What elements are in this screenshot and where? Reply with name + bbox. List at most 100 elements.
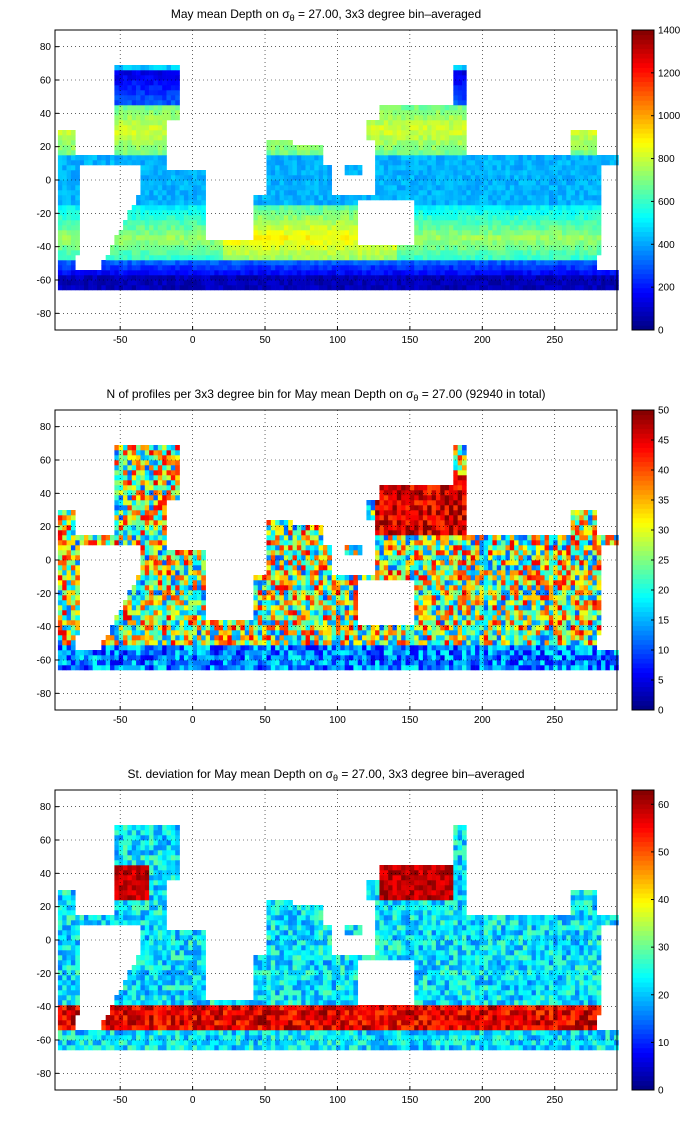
heatmap-cell <box>140 525 146 531</box>
heatmap-cell <box>527 275 532 281</box>
heatmap-cell <box>170 255 176 261</box>
colorbar-step <box>632 90 654 97</box>
heatmap-cell <box>283 275 289 281</box>
heatmap-cell <box>318 235 324 241</box>
heatmap-cell <box>162 155 167 161</box>
heatmap-cell <box>327 635 332 641</box>
heatmap-cell <box>296 150 302 156</box>
heatmap-cell <box>309 225 315 231</box>
heatmap-cell <box>153 90 159 96</box>
heatmap-cell <box>275 185 280 191</box>
heatmap-cell <box>544 260 550 266</box>
heatmap-cell <box>331 625 337 631</box>
heatmap-cell <box>192 660 198 666</box>
heatmap-cell <box>501 260 506 266</box>
heatmap-cell <box>157 550 163 556</box>
heatmap-cell <box>175 475 180 481</box>
heatmap-cell <box>548 230 554 236</box>
heatmap-cell <box>114 510 120 516</box>
heatmap-cell <box>535 245 541 251</box>
heatmap-cell <box>457 90 463 96</box>
heatmap-cell <box>127 480 133 486</box>
heatmap-cell <box>349 205 354 211</box>
heatmap-cell <box>488 225 493 231</box>
heatmap-cell <box>240 645 246 651</box>
heatmap-cell <box>483 200 489 206</box>
heatmap-cell <box>353 265 359 271</box>
heatmap-cell <box>118 650 124 656</box>
heatmap-cell <box>266 575 272 581</box>
heatmap-cell <box>140 140 146 146</box>
heatmap-cell <box>166 475 172 481</box>
colorbar-step <box>632 184 654 190</box>
heatmap-cell <box>462 270 467 276</box>
heatmap-cell <box>209 240 215 246</box>
heatmap-cell <box>453 250 458 256</box>
heatmap-cell <box>401 175 406 181</box>
heatmap-cell <box>422 240 428 246</box>
heatmap-cell <box>162 105 167 111</box>
heatmap-cell <box>614 285 619 291</box>
heatmap-cell <box>466 245 472 251</box>
heatmap-cell <box>279 235 285 241</box>
heatmap-cell <box>231 665 237 671</box>
heatmap-cell <box>136 120 141 126</box>
heatmap-cell <box>318 565 324 571</box>
heatmap-cell <box>223 665 228 671</box>
heatmap-cell <box>266 595 272 601</box>
heatmap-cell <box>418 140 424 146</box>
colorbar-step <box>632 119 654 125</box>
heatmap-cell <box>540 255 545 261</box>
heatmap-cell <box>392 165 398 171</box>
heatmap-cell <box>453 65 458 71</box>
heatmap-cell <box>288 245 293 251</box>
heatmap-cell <box>166 115 172 121</box>
heatmap-cell <box>288 260 293 266</box>
heatmap-cell <box>514 260 519 266</box>
heatmap-cell <box>296 205 302 211</box>
heatmap-cell <box>131 285 137 291</box>
heatmap-cell <box>136 615 141 621</box>
heatmap-cell <box>70 540 76 546</box>
heatmap-cell <box>114 75 120 81</box>
heatmap-cell <box>196 180 202 186</box>
heatmap-cell <box>201 210 206 216</box>
heatmap-cell <box>162 100 167 106</box>
heatmap-cell <box>162 615 167 621</box>
heatmap-cell <box>57 215 63 221</box>
heatmap-cell <box>227 250 233 256</box>
heatmap-cell <box>101 650 106 656</box>
heatmap-cell <box>114 455 120 461</box>
heatmap-cell <box>196 235 202 241</box>
heatmap-cell <box>140 515 146 521</box>
heatmap-cell <box>453 110 458 116</box>
heatmap-cell <box>153 155 159 161</box>
heatmap-cell <box>144 85 150 91</box>
heatmap-cell <box>440 115 445 121</box>
heatmap-cell <box>153 235 159 241</box>
heatmap-cell <box>131 635 137 641</box>
heatmap-cell <box>70 525 76 531</box>
heatmap-cell <box>70 270 76 276</box>
heatmap-cell <box>401 180 406 186</box>
heatmap-cell <box>266 265 272 271</box>
heatmap-cell <box>418 185 424 191</box>
heatmap-cell <box>557 175 563 181</box>
colorbar-step <box>632 311 654 317</box>
heatmap-cell <box>583 275 589 281</box>
y-tick-label: 0 <box>45 176 51 187</box>
heatmap-cell <box>592 205 598 211</box>
heatmap-cell <box>114 150 120 156</box>
heatmap-cell <box>540 260 545 266</box>
heatmap-cell <box>322 220 328 226</box>
heatmap-cell <box>457 270 463 276</box>
heatmap-cell <box>79 275 85 281</box>
heatmap-cell <box>574 275 580 281</box>
heatmap-cell <box>162 205 167 211</box>
heatmap-cell <box>353 250 359 256</box>
heatmap-cell <box>175 660 180 666</box>
heatmap-cell <box>527 280 532 286</box>
heatmap-cell <box>435 225 441 231</box>
heatmap-cell <box>157 155 163 161</box>
heatmap-cell <box>127 470 133 476</box>
